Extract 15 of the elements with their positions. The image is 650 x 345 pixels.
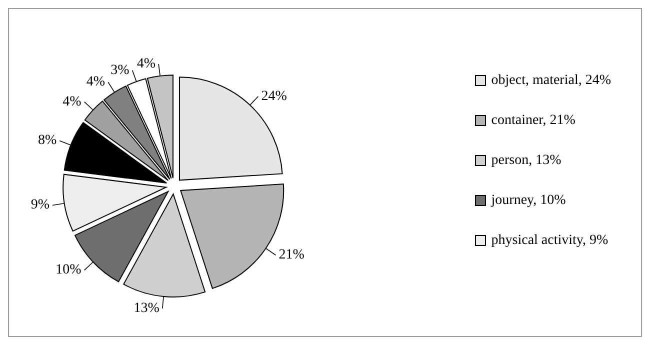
data-label: 4% bbox=[136, 56, 156, 72]
data-label: 10% bbox=[56, 262, 82, 278]
data-label: 4% bbox=[62, 94, 82, 110]
data-label: 4% bbox=[86, 74, 106, 90]
data-label: 21% bbox=[278, 248, 305, 263]
data-label: 9% bbox=[30, 198, 50, 213]
data-label: 13% bbox=[134, 300, 160, 316]
legend-label: container, 21% bbox=[491, 112, 576, 128]
legend-label: physical activity, 9% bbox=[491, 232, 608, 248]
legend-label: person, 13% bbox=[491, 152, 562, 168]
data-label: 24% bbox=[261, 88, 288, 104]
data-label: 8% bbox=[38, 133, 57, 148]
legend-label: object, material, 24% bbox=[491, 72, 611, 88]
legend-label: journey, 10% bbox=[491, 192, 566, 208]
data-label: 3% bbox=[110, 62, 130, 78]
